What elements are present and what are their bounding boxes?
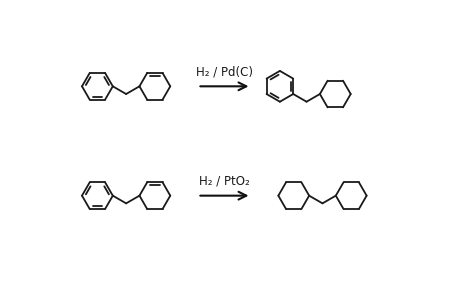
Text: H₂ / Pd(C): H₂ / Pd(C): [196, 66, 253, 79]
Text: H₂ / PtO₂: H₂ / PtO₂: [199, 175, 250, 188]
